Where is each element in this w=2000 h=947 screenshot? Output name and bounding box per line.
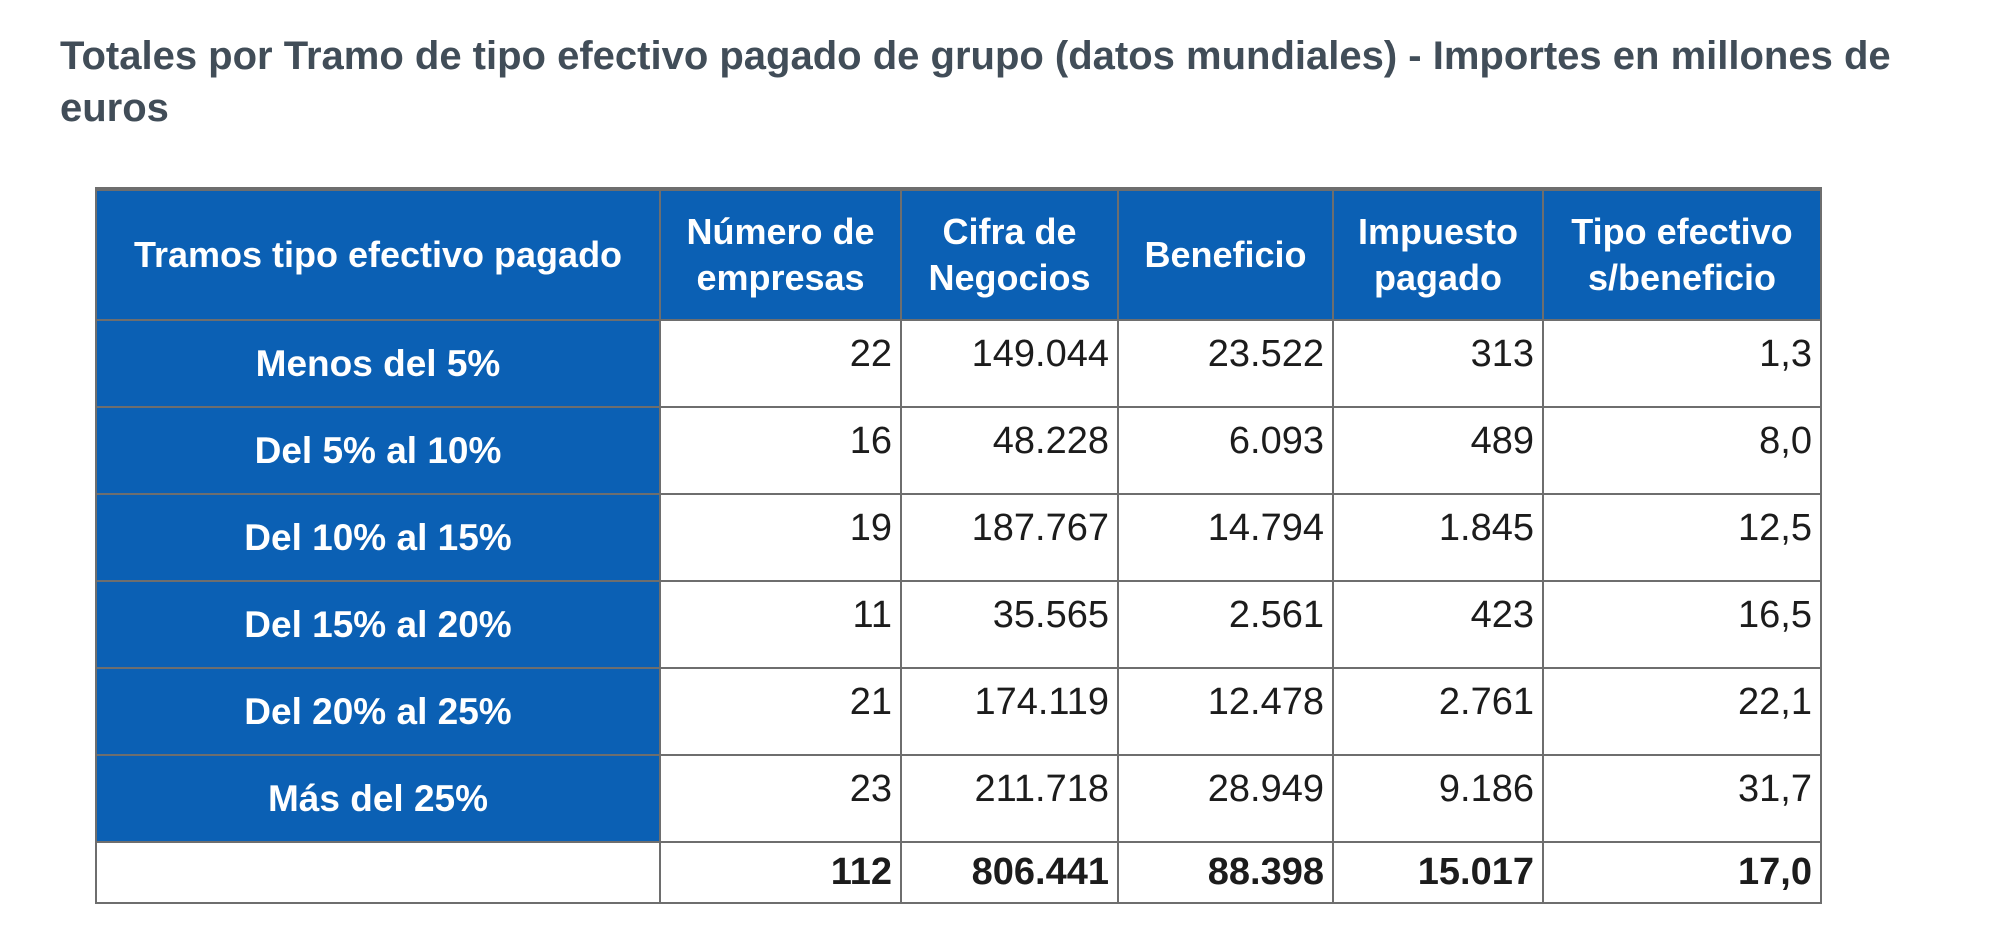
value-cell: 187.767 — [900, 493, 1119, 582]
value-cell: 489 — [1332, 406, 1544, 495]
column-header-empresas: Número de empresas — [659, 188, 902, 321]
report-page: Totales por Tramo de tipo efectivo pagad… — [60, 30, 2000, 904]
value-cell: 12.478 — [1117, 667, 1334, 756]
value-cell: 23.522 — [1117, 319, 1334, 408]
value-cell: 1,3 — [1542, 319, 1822, 408]
value-cell: 19 — [659, 493, 902, 582]
row-label-cell: Del 20% al 25% — [95, 667, 661, 756]
table-body: Menos del 5% 22 149.044 23.522 313 1,3 Del 5% … — [95, 319, 1822, 843]
value-cell: 2.561 — [1117, 580, 1334, 669]
value-cell: 1.845 — [1332, 493, 1544, 582]
page-title: Totales por Tramo de tipo efectivo pagad… — [60, 34, 1891, 130]
value-cell: 16,5 — [1542, 580, 1822, 669]
value-cell: 423 — [1332, 580, 1544, 669]
table-row: Del 10% al 15% 19 187.767 14.794 1.845 12,5 — [95, 493, 1822, 582]
value-cell: 21 — [659, 667, 902, 756]
value-cell: 22,1 — [1542, 667, 1822, 756]
row-label-cell: Menos del 5% — [95, 319, 661, 408]
column-header-tramos: Tramos tipo efectivo pagado — [95, 188, 661, 321]
total-value-cell: 806.441 — [900, 841, 1119, 904]
value-cell: 31,7 — [1542, 754, 1822, 843]
total-value-cell: 88.398 — [1117, 841, 1334, 904]
column-header-impuesto: Impuesto pagado — [1332, 188, 1544, 321]
value-cell: 28.949 — [1117, 754, 1334, 843]
column-header-tipo: Tipo efectivo s/beneficio — [1542, 188, 1822, 321]
total-value-cell: 112 — [659, 841, 902, 904]
value-cell: 2.761 — [1332, 667, 1544, 756]
value-cell: 8,0 — [1542, 406, 1822, 495]
column-header-cifra: Cifra de Negocios — [900, 188, 1119, 321]
value-cell: 12,5 — [1542, 493, 1822, 582]
value-cell: 6.093 — [1117, 406, 1334, 495]
row-label-cell: Del 5% al 10% — [95, 406, 661, 495]
table-row: Menos del 5% 22 149.044 23.522 313 1,3 — [95, 319, 1822, 408]
value-cell: 48.228 — [900, 406, 1119, 495]
column-header-beneficio: Beneficio — [1117, 188, 1334, 321]
row-label-cell: Del 15% al 20% — [95, 580, 661, 669]
value-cell: 22 — [659, 319, 902, 408]
header-row: Tramos tipo efectivo pagado Número de em… — [95, 188, 1822, 321]
value-cell: 313 — [1332, 319, 1544, 408]
totals-by-bracket-table: Tramos tipo efectivo pagado Número de em… — [95, 187, 1822, 904]
totals-empty-cell — [95, 841, 661, 904]
row-label-cell: Más del 25% — [95, 754, 661, 843]
table-row: Del 5% al 10% 16 48.228 6.093 489 8,0 — [95, 406, 1822, 495]
value-cell: 174.119 — [900, 667, 1119, 756]
value-cell: 11 — [659, 580, 902, 669]
value-cell: 23 — [659, 754, 902, 843]
value-cell: 16 — [659, 406, 902, 495]
value-cell: 14.794 — [1117, 493, 1334, 582]
value-cell: 9.186 — [1332, 754, 1544, 843]
value-cell: 35.565 — [900, 580, 1119, 669]
row-label-cell: Del 10% al 15% — [95, 493, 661, 582]
table-row: Del 15% al 20% 11 35.565 2.561 423 16,5 — [95, 580, 1822, 669]
value-cell: 149.044 — [900, 319, 1119, 408]
value-cell: 211.718 — [900, 754, 1119, 843]
table-row: Más del 25% 23 211.718 28.949 9.186 31,7 — [95, 754, 1822, 843]
total-value-cell: 17,0 — [1542, 841, 1822, 904]
totals-row: 112 806.441 88.398 15.017 17,0 — [95, 841, 1822, 904]
table-row: Del 20% al 25% 21 174.119 12.478 2.761 22,1 — [95, 667, 1822, 756]
total-value-cell: 15.017 — [1332, 841, 1544, 904]
